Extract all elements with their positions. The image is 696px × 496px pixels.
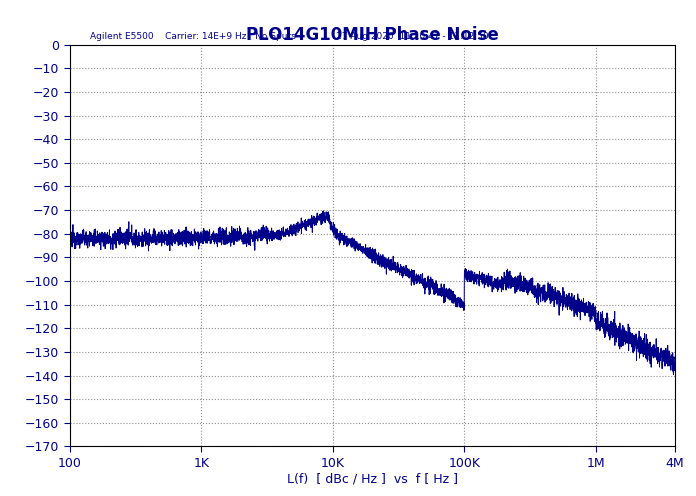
- X-axis label: L(f)  [ dBc / Hz ]  vs  f [ Hz ]: L(f) [ dBc / Hz ] vs f [ Hz ]: [287, 473, 458, 486]
- Title: PLO14G10MIH Phase Noise: PLO14G10MIH Phase Noise: [246, 26, 499, 45]
- Text: Agilent E5500    Carrier: 14E+9 Hz   No Spurs              27 Aug 2020  11:10:47: Agilent E5500 Carrier: 14E+9 Hz No Spurs…: [90, 32, 489, 41]
